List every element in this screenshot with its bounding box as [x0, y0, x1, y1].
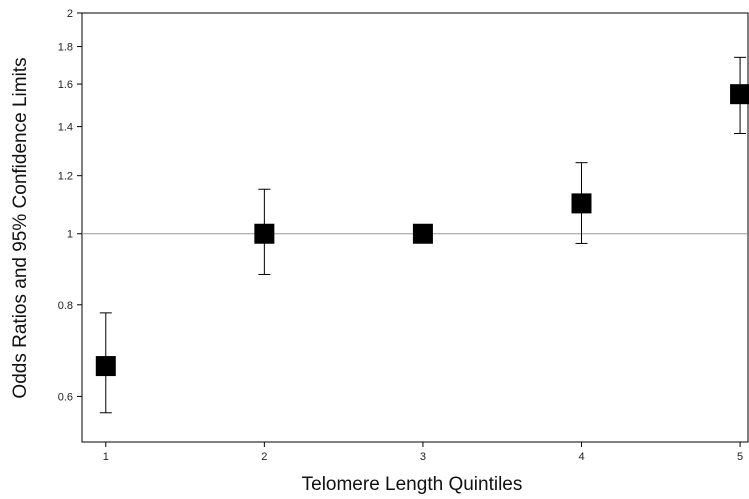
y-tick-label: 1.8: [58, 42, 73, 54]
plot-frame: [81, 12, 749, 443]
x-axis-title: Telomere Length Quintiles: [302, 474, 523, 495]
data-point: [412, 223, 433, 244]
data-point: [730, 84, 749, 105]
x-tick-label: 3: [420, 451, 426, 463]
x-tick-label: 5: [737, 451, 743, 463]
y-tick-label: 1.6: [58, 79, 73, 91]
y-axis-title: Odds Ratios and 95% Confidence Limits: [10, 57, 31, 398]
data-point: [571, 193, 592, 214]
data-point: [254, 223, 275, 244]
y-tick-label: 1.2: [58, 171, 73, 183]
y-tick-label: 1.4: [58, 122, 73, 134]
x-tick-label: 4: [578, 451, 584, 463]
data-point: [95, 356, 116, 377]
x-tick-label: 2: [261, 451, 267, 463]
y-tick-label: 0.6: [58, 391, 73, 403]
y-tick-label: 0.8: [58, 300, 73, 312]
y-tick-label: 1: [67, 229, 73, 241]
plot-area: 0.6 0.8 1 1.2 1.4 1.6 1.8 2 1 2 3 4 5: [58, 8, 749, 463]
y-tick-label: 2: [67, 8, 73, 20]
x-tick-label: 1: [103, 451, 109, 463]
